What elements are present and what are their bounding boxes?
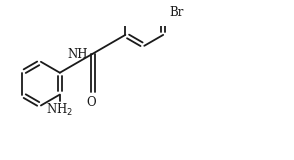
Text: Br: Br bbox=[169, 6, 184, 19]
Text: O: O bbox=[87, 96, 96, 109]
Text: NH: NH bbox=[67, 48, 88, 61]
Text: NH$_2$: NH$_2$ bbox=[46, 102, 74, 118]
